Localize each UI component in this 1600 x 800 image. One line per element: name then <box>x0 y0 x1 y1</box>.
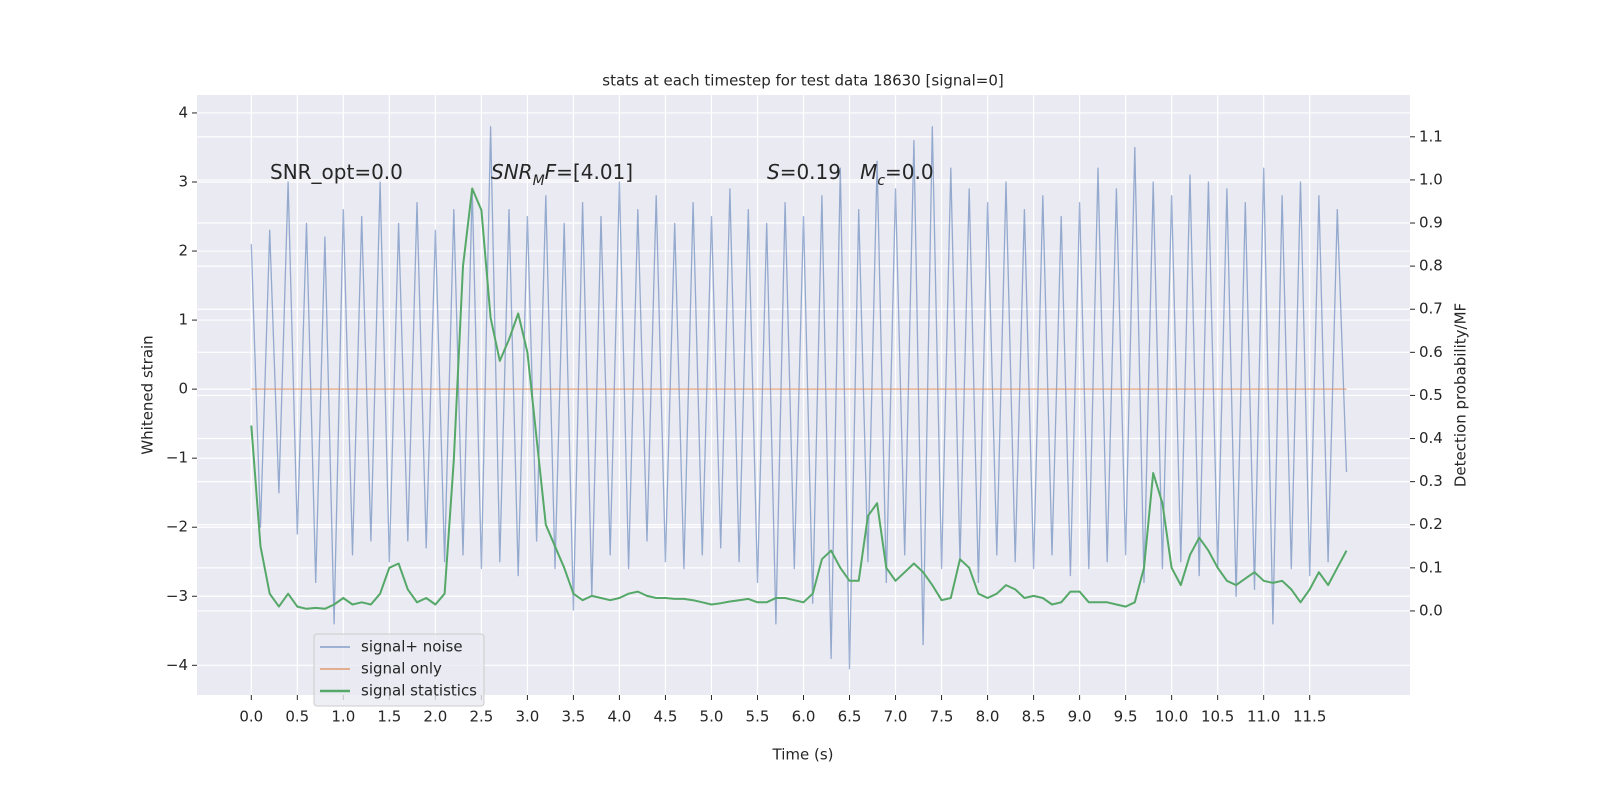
annotation-part: S <box>767 160 780 184</box>
x-tick-label: 5.0 <box>700 708 724 726</box>
annotation-part: =[4.01] <box>556 160 633 184</box>
x-tick-label: 4.0 <box>608 708 632 726</box>
y-tick-label: 0 <box>178 380 188 398</box>
x-tick-label: 5.5 <box>746 708 770 726</box>
y2-tick-label: 0.9 <box>1419 214 1443 232</box>
y-tick-label: −2 <box>166 518 188 536</box>
y2-axis-label: Detection probability/MF <box>1452 303 1470 487</box>
x-tick-label: 11.0 <box>1247 708 1280 726</box>
x-tick-label: 6.0 <box>792 708 816 726</box>
annotation-part: =0.19 <box>780 160 860 184</box>
series-line <box>250 187 1348 610</box>
y-axis-label: Whitened strain <box>139 335 157 454</box>
x-tick-label: 2.5 <box>469 708 493 726</box>
x-tick-label: 10.5 <box>1201 708 1234 726</box>
y-tick-label: 3 <box>178 172 188 190</box>
y2-tick-label: 1.0 <box>1419 170 1443 188</box>
y-tick-label: 4 <box>178 103 188 121</box>
y-tick-label: −3 <box>166 587 188 605</box>
y2-tick-label: 0.8 <box>1419 257 1443 275</box>
x-tick-label: 11.5 <box>1293 708 1326 726</box>
x-tick-label: 1.5 <box>377 708 401 726</box>
x-axis-label: Time (s) <box>772 746 834 764</box>
y2-tick-label: 0.4 <box>1419 429 1443 447</box>
x-tick-label: 1.0 <box>331 708 355 726</box>
x-tick-label: 4.5 <box>654 708 678 726</box>
annotation-part: F <box>545 160 557 184</box>
y-tick-label: −4 <box>166 656 188 674</box>
annotation-part: c <box>877 173 885 189</box>
annotation: SNR_opt=0.0 <box>270 160 403 184</box>
series-line <box>250 126 1348 670</box>
y2-tick-label: 0.0 <box>1419 601 1443 619</box>
x-tick-label: 6.5 <box>838 708 862 726</box>
x-tick-label: 10.0 <box>1155 708 1188 726</box>
legend-label: signal only <box>361 660 442 678</box>
x-tick-label: 0.5 <box>285 708 309 726</box>
y2-tick-label: 0.3 <box>1419 472 1443 490</box>
y-tick-label: −1 <box>166 449 188 467</box>
x-tick-label: 2.0 <box>423 708 447 726</box>
x-tick-label: 8.0 <box>976 708 1000 726</box>
x-tick-label: 3.5 <box>561 708 585 726</box>
y2-tick-label: 0.2 <box>1419 515 1443 533</box>
legend-box <box>313 633 485 707</box>
x-tick-label: 7.5 <box>930 708 954 726</box>
annotation-part: =0.0 <box>885 160 934 184</box>
annotation-part: M <box>533 173 545 189</box>
annotation-part: SNR_opt=0.0 <box>270 160 403 184</box>
y-tick-label: 1 <box>178 311 188 329</box>
y2-tick-label: 1.1 <box>1419 127 1443 145</box>
x-tick-label: 0.0 <box>239 708 263 726</box>
chart-title: stats at each timestep for test data 186… <box>602 72 1003 90</box>
annotation: SNRMF=[4.01] <box>491 160 633 190</box>
annotation-part: M <box>860 160 877 184</box>
annotation: S=0.19 Mc=0.0 <box>767 160 934 190</box>
x-tick-label: 7.0 <box>884 708 908 726</box>
y2-tick-label: 0.5 <box>1419 386 1443 404</box>
y2-tick-label: 0.1 <box>1419 558 1443 576</box>
x-tick-label: 9.0 <box>1068 708 1092 726</box>
x-tick-label: 8.5 <box>1022 708 1046 726</box>
legend-label: signal statistics <box>361 682 477 700</box>
y2-tick-label: 0.7 <box>1419 300 1443 318</box>
annotation-part: SNR <box>491 160 533 184</box>
legend-label: signal+ noise <box>361 638 463 656</box>
x-tick-label: 9.5 <box>1114 708 1138 726</box>
x-tick-label: 3.0 <box>515 708 539 726</box>
y2-tick-label: 0.6 <box>1419 343 1443 361</box>
y-tick-label: 2 <box>178 242 188 260</box>
